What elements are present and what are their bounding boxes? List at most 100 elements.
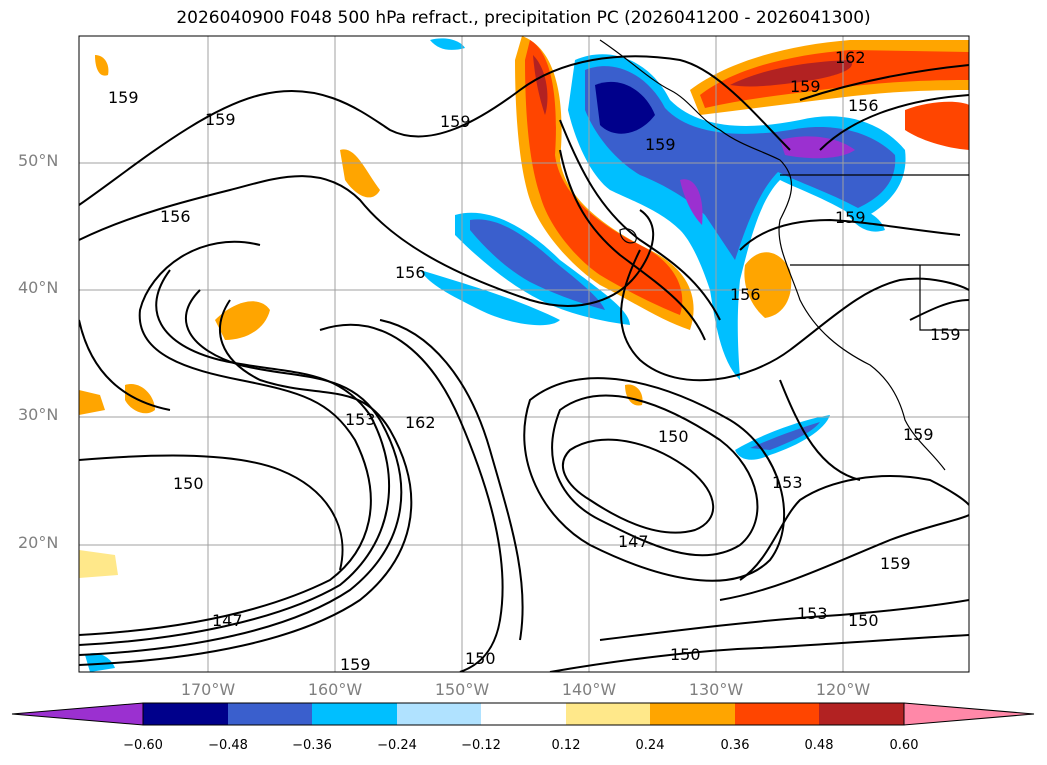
colorbar-swatch [819,703,904,725]
contour-line-19 [779,379,861,481]
precip-anomaly-layer [79,36,969,672]
contour-line-21 [799,64,969,101]
lon-label: 160°W [307,680,363,699]
colorbar-extend-high [903,702,1035,726]
contour-line-25 [909,299,969,321]
contour-label: 156 [730,285,761,304]
contour-labels: 159 159 159 159 162 159 156 156 156 156 … [108,48,961,674]
contour-line-6 [79,240,372,636]
precip-negative-core2 [780,136,855,159]
contour-label: 150 [658,427,689,446]
contour-line-16 [739,475,969,581]
colorbar-swatch [312,703,397,725]
colorbar-frame [142,702,905,726]
colorbar-swatch [143,703,228,725]
lon-label: 120°W [815,680,871,699]
precip-positive-blob-2 [340,149,380,198]
contour-line-7 [79,454,344,571]
contour-line-12 [523,377,785,582]
contour-line-3 [79,299,413,666]
precip-positive-ne-core [700,50,969,108]
precip-positive-blob-8 [95,55,109,76]
contour-label: 153 [345,410,376,429]
contour-label: 162 [835,48,866,67]
colorbar-swatch [735,703,819,725]
precip-negative-core3 [680,179,703,225]
contour-label: 159 [108,88,139,107]
contour-label: 159 [835,208,866,227]
contour-label: 162 [405,413,436,432]
contour-label: 156 [395,263,426,282]
precip-negative-blob-4 [430,38,465,50]
contour-line-11 [551,394,759,557]
height-contours [79,55,969,672]
contour-label: 159 [903,425,934,444]
contour-line-23 [559,149,706,341]
colorbar-tick-label: −0.60 [123,738,163,753]
colorbar-extend-low [11,702,144,726]
contour-label: 159 [205,110,236,129]
contour-label: 159 [790,77,821,96]
contour-line-17 [599,599,969,641]
precip-positive-east [905,101,969,150]
precip-negative-blob-5 [85,653,115,672]
contour-label: 153 [772,473,803,492]
contour-line-8 [79,319,171,411]
precip-negative-sw-strip [420,270,560,326]
contour-line-4 [79,289,403,656]
lon-label: 140°W [561,680,617,699]
colorbar-swatch [228,703,312,725]
precip-negative-core [595,81,655,134]
colorbar-tick-label: 0.48 [804,738,834,753]
contour-line-10 [379,319,524,641]
colorbar-tick-label: 0.24 [635,738,665,753]
coastline-islands [619,228,637,244]
colorbar-swatch [397,703,481,725]
contour-label: 150 [670,645,701,664]
contour-line-18 [549,634,969,672]
contour-line-15 [719,514,969,601]
precip-positive-blob-4 [125,384,155,414]
contour-label: 159 [645,135,676,154]
lat-label: 40°N [18,278,59,297]
contour-label: 150 [465,649,496,668]
contour-label: 147 [618,532,649,551]
plot-frame [78,35,970,673]
colorbar-swatch [650,703,735,725]
lon-label: 170°W [180,680,236,699]
lat-label: 30°N [18,405,59,424]
graticule [79,36,969,672]
contour-line-22 [559,119,721,321]
coastline-north-america [599,39,946,471]
contour-label: 150 [173,474,204,493]
contour-line-9 [319,323,504,672]
precip-positive-blob-3 [744,252,792,318]
contour-label: 159 [340,655,371,674]
contour-label: 156 [160,207,191,226]
lat-label: 20°N [18,533,59,552]
contour-label: 156 [848,96,879,115]
colorbar-tick-label: 0.36 [720,738,750,753]
lon-label: 130°W [688,680,744,699]
map-title: 2026040900 F048 500 hPa refract., precip… [176,8,871,28]
precip-positive-blob-7 [79,550,118,578]
contour-line-20 [819,94,969,151]
precip-positive-front-max [533,55,548,115]
contour-label: 150 [848,611,879,630]
colorbar-tick-label: −0.24 [377,738,417,753]
lon-label: 150°W [434,680,490,699]
precip-negative-blob-3 [845,208,885,232]
contour-line-24 [739,218,961,251]
colorbar-tick-label: 0.12 [551,738,581,753]
coastlines [599,39,969,471]
contour-label: 153 [797,604,828,623]
contour-label: 159 [930,325,961,344]
contour-label: 159 [880,554,911,573]
contour-label: 159 [440,112,471,131]
precip-positive-ne-max [730,60,852,87]
contour-line-1 [79,55,791,206]
colorbar [11,702,1035,726]
contour-line-14 [620,249,969,382]
lat-label: 50°N [18,151,59,170]
